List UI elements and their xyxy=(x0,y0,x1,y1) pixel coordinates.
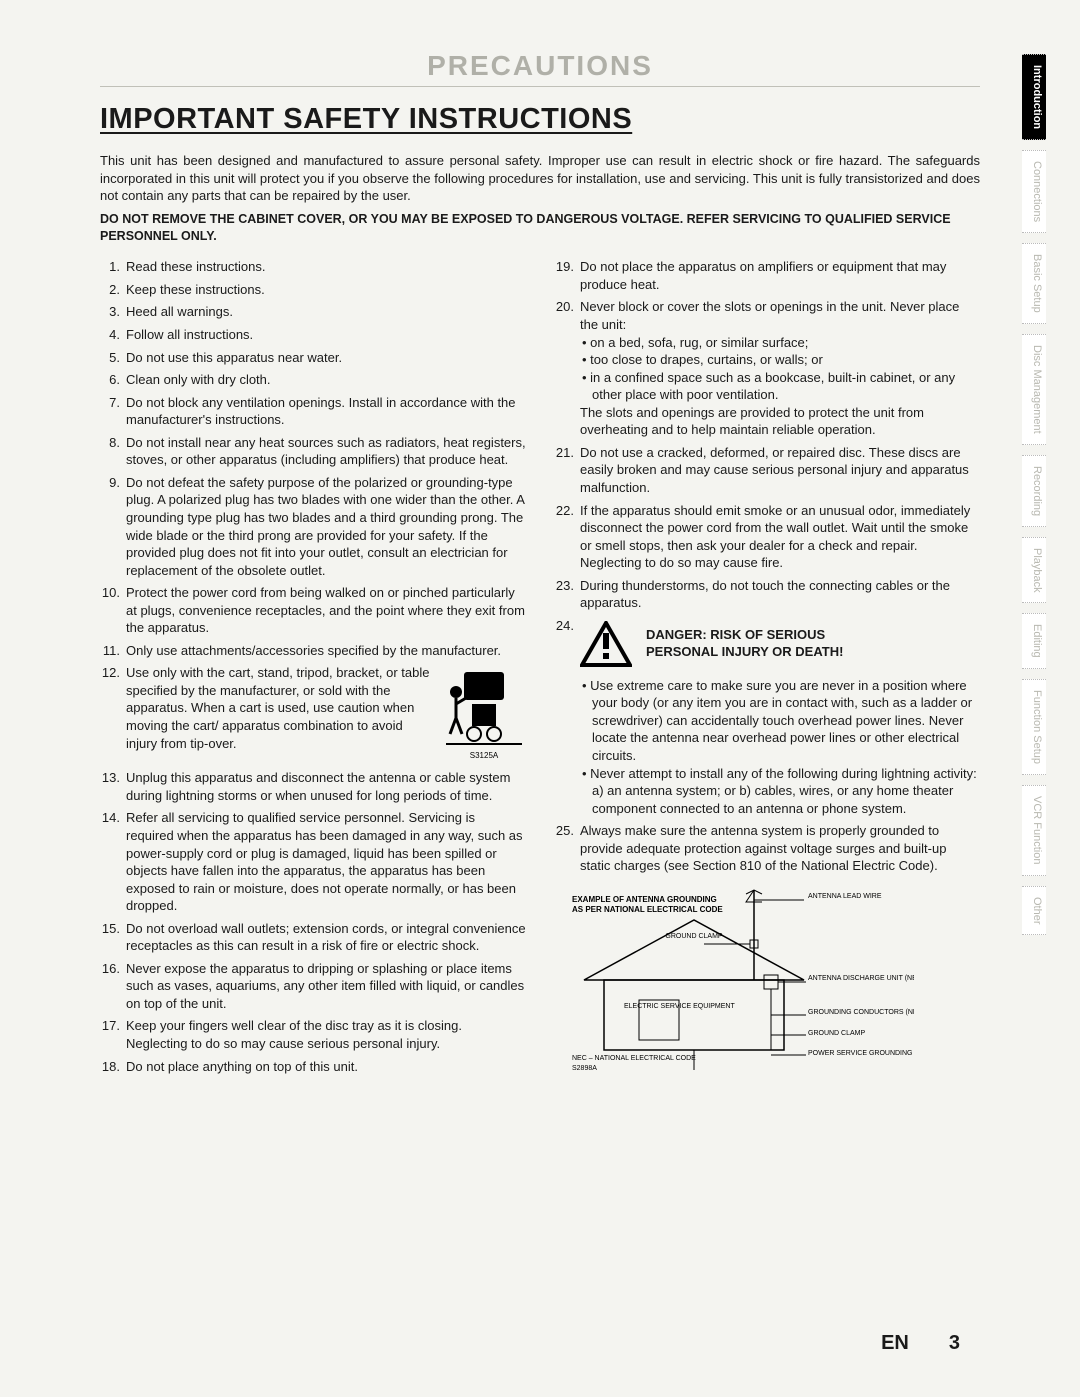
side-tab[interactable]: VCR Function xyxy=(1022,785,1046,875)
svg-text:ELECTRIC SERVICE EQUIPMENT: ELECTRIC SERVICE EQUIPMENT xyxy=(624,1003,735,1010)
svg-text:AS PER NATIONAL ELECTRICAL COD: AS PER NATIONAL ELECTRICAL CODE xyxy=(572,905,723,914)
item-24: DANGER: RISK OF SERIOUSPERSONAL INJURY O… xyxy=(580,617,980,817)
svg-text:GROUND CLAMP: GROUND CLAMP xyxy=(665,933,723,940)
side-tab[interactable]: Introduction xyxy=(1022,54,1046,140)
list-item: 8.Do not install near any heat sources s… xyxy=(100,434,526,469)
section-header: PRECAUTIONS xyxy=(100,50,980,87)
list-item: 7.Do not block any ventilation openings.… xyxy=(100,394,526,429)
page-footer: EN 3 xyxy=(881,1332,960,1355)
right-column: 19.Do not place the apparatus on amplifi… xyxy=(554,258,980,1099)
list-item: 10.Protect the power cord from being wal… xyxy=(100,584,526,637)
list-item: 15.Do not overload wall outlets; extensi… xyxy=(100,920,526,955)
list-item: 4.Follow all instructions. xyxy=(100,326,526,344)
list-item: 18.Do not place anything on top of this … xyxy=(100,1058,526,1076)
footer-page-number: 3 xyxy=(949,1332,960,1355)
svg-text:ANTENNA LEAD WIRE: ANTENNA LEAD WIRE xyxy=(808,893,882,900)
antenna-grounding-diagram: EXAMPLE OF ANTENNA GROUNDING AS PER NATI… xyxy=(554,880,914,1100)
svg-text:GROUND CLAMP: GROUND CLAMP xyxy=(808,1030,866,1037)
svg-text:POWER SERVICE GROUNDING ELECTR: POWER SERVICE GROUNDING ELECTRODE SYSTEM… xyxy=(808,1050,914,1057)
list-item: 13.Unplug this apparatus and disconnect … xyxy=(100,769,526,804)
side-tab[interactable]: Connections xyxy=(1022,150,1046,233)
item-25: Always make sure the antenna system is p… xyxy=(580,822,980,875)
list-item: 14.Refer all servicing to qualified serv… xyxy=(100,809,526,914)
item-20: Never block or cover the slots or openin… xyxy=(580,298,980,438)
list-item: 6.Clean only with dry cloth. xyxy=(100,371,526,389)
side-tab[interactable]: Other xyxy=(1022,886,1046,936)
cart-tipover-icon: S3125A xyxy=(442,664,526,760)
item-21: Do not use a cracked, deformed, or repai… xyxy=(580,444,980,497)
side-tab[interactable]: Editing xyxy=(1022,613,1046,669)
side-tab[interactable]: Function Setup xyxy=(1022,679,1046,775)
list-item: 12.S3125AUse only with the cart, stand, … xyxy=(100,664,526,764)
removal-warning: DO NOT REMOVE THE CABINET COVER, OR YOU … xyxy=(100,211,980,245)
svg-text:S2898A: S2898A xyxy=(572,1065,597,1072)
item-23: During thunderstorms, do not touch the c… xyxy=(580,577,980,612)
footer-lang: EN xyxy=(881,1332,909,1355)
page-title: IMPORTANT SAFETY INSTRUCTIONS xyxy=(100,103,980,136)
list-item: 3.Heed all warnings. xyxy=(100,303,526,321)
svg-text:ANTENNA DISCHARGE UNIT (NEC SE: ANTENNA DISCHARGE UNIT (NEC SECTION 810-… xyxy=(808,975,914,982)
side-tab[interactable]: Playback xyxy=(1022,537,1046,604)
item-19: Do not place the apparatus on amplifiers… xyxy=(580,258,980,293)
svg-text:EXAMPLE OF ANTENNA GROUNDING: EXAMPLE OF ANTENNA GROUNDING xyxy=(572,895,717,904)
list-item: 16.Never expose the apparatus to drippin… xyxy=(100,960,526,1013)
item-22: If the apparatus should emit smoke or an… xyxy=(580,502,980,572)
list-item: 2.Keep these instructions. xyxy=(100,281,526,299)
warning-triangle-icon xyxy=(580,621,632,667)
list-item: 17.Keep your fingers well clear of the d… xyxy=(100,1017,526,1052)
side-tab[interactable]: Disc Management xyxy=(1022,334,1046,445)
list-item: 9.Do not defeat the safety purpose of th… xyxy=(100,474,526,579)
list-item: 5.Do not use this apparatus near water. xyxy=(100,349,526,367)
side-tab[interactable]: Recording xyxy=(1022,455,1046,527)
list-item: 1.Read these instructions. xyxy=(100,258,526,276)
list-item: 11.Only use attachments/accessories spec… xyxy=(100,642,526,660)
danger-heading: DANGER: RISK OF SERIOUSPERSONAL INJURY O… xyxy=(646,627,843,661)
section-tabs: Introduction Connections Basic Setup Disc M… xyxy=(1022,54,1046,935)
svg-text:S3125A: S3125A xyxy=(470,751,499,760)
svg-text:GROUNDING CONDUCTORS (NEC SECT: GROUNDING CONDUCTORS (NEC SECTION 810-21… xyxy=(808,1009,914,1016)
intro-paragraph: This unit has been designed and manufact… xyxy=(100,152,980,205)
svg-text:NEC – NATIONAL ELECTRICAL CODE: NEC – NATIONAL ELECTRICAL CODE xyxy=(572,1055,696,1062)
side-tab[interactable]: Basic Setup xyxy=(1022,243,1046,324)
left-column: 1.Read these instructions. 2.Keep these i… xyxy=(100,258,526,1099)
